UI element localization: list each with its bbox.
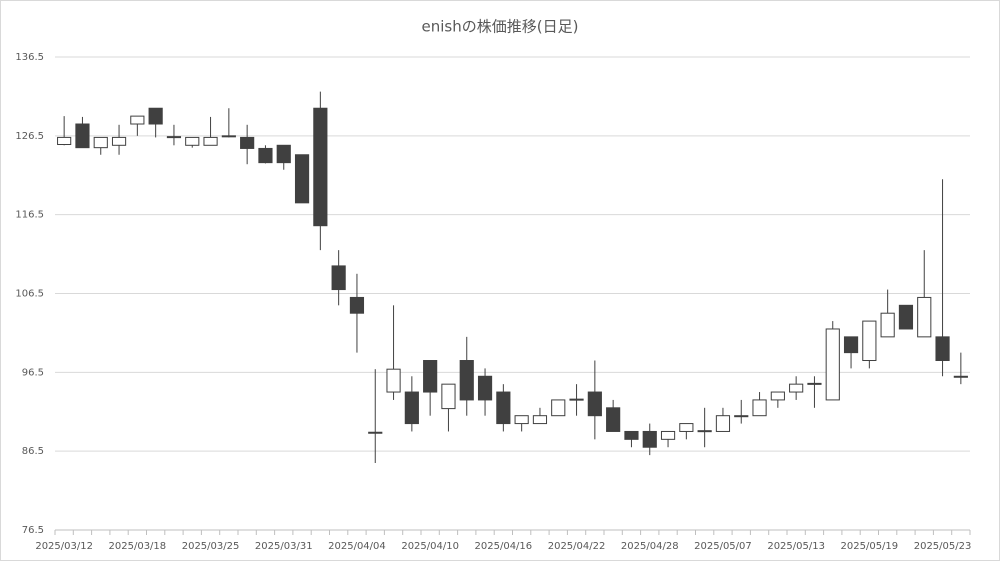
candle-body <box>953 375 968 378</box>
x-tick-label: 2025/05/23 <box>914 541 972 552</box>
candle-body <box>130 115 145 125</box>
candle-body <box>624 430 639 440</box>
candle-body <box>697 430 712 433</box>
y-tick-label: 76.5 <box>22 525 44 536</box>
x-tick-label: 2025/04/10 <box>401 541 459 552</box>
candle-body <box>477 375 493 401</box>
y-tick-label: 106.5 <box>15 289 44 300</box>
candle-body <box>587 391 602 417</box>
y-tick-label: 126.5 <box>15 131 44 142</box>
candle-body <box>185 136 200 146</box>
candle-body <box>660 430 676 440</box>
y-tick-label: 86.5 <box>22 446 44 457</box>
candle-body <box>935 336 950 362</box>
candle-body <box>752 399 767 417</box>
candle-body <box>441 383 456 410</box>
candle-body <box>843 336 859 354</box>
x-tick-label: 2025/04/04 <box>328 541 386 552</box>
candle-body <box>166 136 182 139</box>
y-tick-label: 96.5 <box>22 367 44 378</box>
candle-body <box>898 304 914 330</box>
candle-body <box>532 415 548 425</box>
candle-body <box>148 107 163 125</box>
candle-body <box>789 383 804 393</box>
candle-body <box>825 328 840 401</box>
candle-body <box>496 391 511 425</box>
x-tick-label: 2025/05/07 <box>694 541 752 552</box>
candle-body <box>734 415 749 418</box>
x-tick-label: 2025/04/16 <box>475 541 533 552</box>
candle-body <box>368 431 383 434</box>
candle-body <box>642 430 657 448</box>
x-tick-label: 2025/03/18 <box>109 541 167 552</box>
candle-body <box>606 407 621 432</box>
candle-body <box>203 136 218 146</box>
candle-body <box>917 296 932 338</box>
chart-title: enishの株価推移(日足) <box>422 18 579 36</box>
candle-body <box>880 312 895 338</box>
candle-body <box>276 144 291 164</box>
candle-body <box>807 382 822 385</box>
candle-body <box>331 265 346 291</box>
candle-body <box>294 154 310 204</box>
x-tick-label: 2025/04/28 <box>621 541 679 552</box>
candle-body <box>770 391 785 401</box>
x-tick-label: 2025/05/19 <box>841 541 899 552</box>
candle-body <box>93 136 108 149</box>
candle-body <box>386 368 401 393</box>
candle-body <box>514 415 529 425</box>
candle-body <box>313 107 328 227</box>
x-tick-label: 2025/04/22 <box>548 541 606 552</box>
x-tick-label: 2025/03/12 <box>35 541 93 552</box>
candle-body <box>221 135 236 138</box>
y-tick-label: 136.5 <box>15 52 44 63</box>
candle-body <box>551 399 566 417</box>
candle-body <box>569 398 584 401</box>
candle-body <box>459 360 474 401</box>
candle-body <box>111 136 127 146</box>
x-tick-label: 2025/03/31 <box>255 541 313 552</box>
candle-body <box>715 415 731 432</box>
candle-body <box>423 360 438 393</box>
candle-body <box>57 136 72 146</box>
x-tick-label: 2025/05/13 <box>767 541 825 552</box>
candle-body <box>862 320 877 362</box>
candle-body <box>679 423 694 432</box>
candle-body <box>258 147 273 164</box>
x-tick-label: 2025/03/25 <box>182 541 240 552</box>
candle-body <box>240 136 255 149</box>
candle-body <box>404 391 419 425</box>
candle-body <box>349 296 365 314</box>
candle-body <box>75 123 90 149</box>
y-tick-label: 116.5 <box>15 210 44 221</box>
